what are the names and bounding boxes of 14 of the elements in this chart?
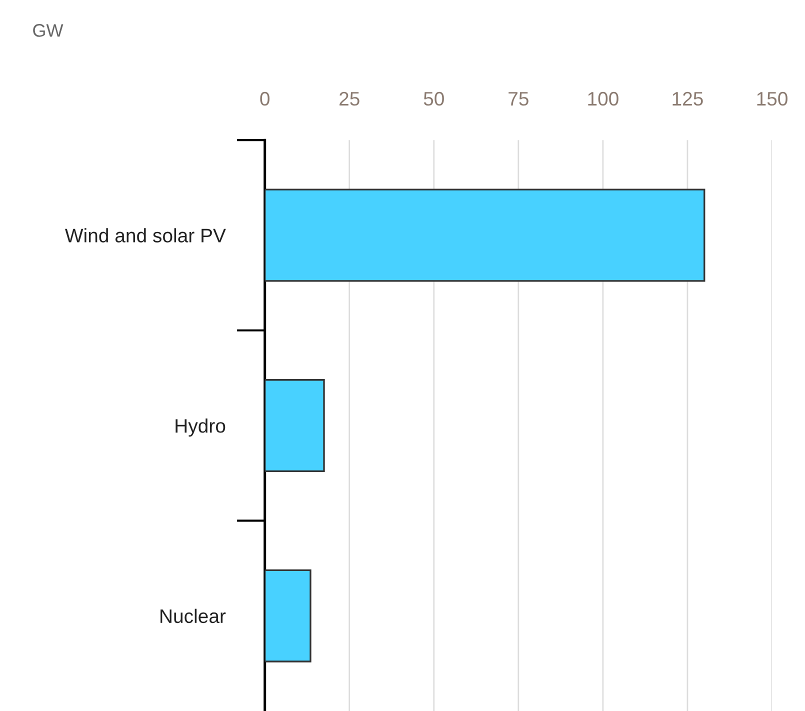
bar	[264, 569, 312, 662]
x-tick-label: 25	[340, 92, 360, 106]
bar	[264, 188, 706, 282]
y-tick-label: Nuclear	[160, 608, 226, 624]
x-tick-label: 100	[588, 92, 618, 106]
x-tick-label: 50	[424, 92, 444, 106]
x-tick-label: 75	[508, 92, 528, 106]
x-tick-label: 150	[757, 92, 788, 106]
bar	[264, 379, 325, 472]
y-tick-label: Hydro	[176, 418, 226, 437]
x-tick-label: 125	[672, 92, 703, 106]
text: GW	[33, 24, 64, 37]
y-tick-label: Wind and solar PV	[65, 228, 226, 242]
x-tick-label: 0	[260, 92, 270, 106]
